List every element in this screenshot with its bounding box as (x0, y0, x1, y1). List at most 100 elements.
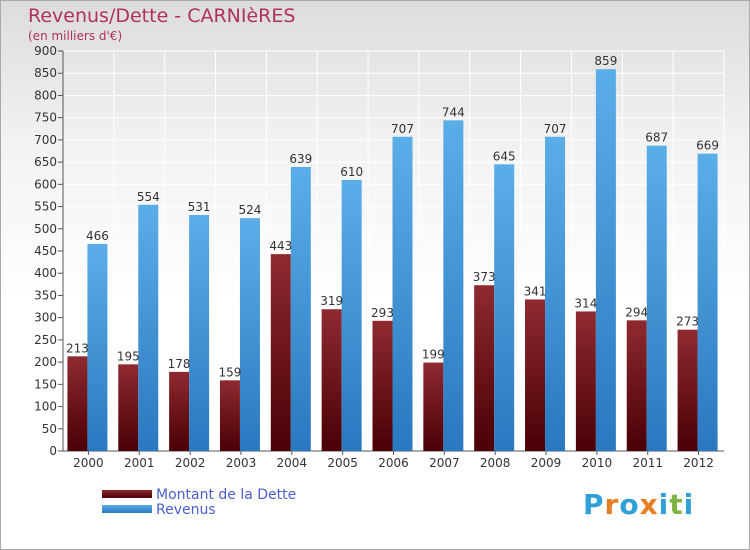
bar-dette (423, 362, 444, 451)
data-label-revenus: 707 (391, 122, 414, 136)
x-tick-label: 2000 (73, 456, 104, 470)
y-tick-label: 600 (34, 177, 57, 191)
bar-dette (575, 311, 596, 451)
y-tick-label: 100 (34, 400, 57, 414)
data-label-dette: 213 (66, 341, 89, 355)
bar-revenus (189, 215, 210, 451)
legend-label-dette: Montant de la Dette (156, 487, 297, 503)
y-tick-label: 900 (34, 44, 57, 58)
y-tick-label: 750 (34, 111, 57, 125)
bar-revenus (341, 179, 362, 451)
bar-revenus (443, 120, 464, 451)
bar-dette (321, 309, 342, 451)
bars (67, 69, 718, 452)
data-label-dette: 178 (168, 357, 191, 371)
bar-revenus (595, 69, 616, 451)
data-label-revenus: 639 (289, 152, 312, 166)
bar-dette (372, 320, 393, 451)
data-label-revenus: 707 (544, 122, 567, 136)
bar-revenus (494, 164, 515, 452)
data-label-revenus: 524 (239, 203, 262, 217)
bar-dette (270, 254, 291, 451)
x-tick-label: 2008 (480, 456, 511, 470)
bar-dette (525, 299, 546, 451)
bar-dette (626, 320, 647, 451)
data-label-revenus: 687 (645, 131, 668, 145)
data-label-dette: 341 (524, 284, 547, 298)
data-label-dette: 199 (422, 348, 445, 362)
data-label-revenus: 744 (442, 105, 465, 119)
legend-swatch-revenus (102, 505, 152, 513)
y-tick-label: 0 (49, 444, 57, 458)
bar-revenus (392, 136, 413, 451)
y-tick-label: 550 (34, 200, 57, 214)
x-tick-label: 2007 (429, 456, 460, 470)
x-tick-label: 2010 (582, 456, 613, 470)
bar-dette (118, 364, 139, 451)
x-tick-label: 2005 (327, 456, 358, 470)
x-tick-label: 2012 (683, 456, 714, 470)
data-label-revenus: 554 (137, 190, 160, 204)
logo-letter: t (669, 488, 684, 521)
logo-letter: o (619, 488, 640, 521)
bar-dette (169, 371, 190, 451)
x-tick-label: 2003 (226, 456, 257, 470)
y-tick-label: 300 (34, 311, 57, 325)
logo-letter: i (658, 488, 670, 521)
bar-revenus (545, 136, 566, 451)
data-label-revenus: 669 (696, 139, 719, 153)
bar-dette (677, 329, 698, 451)
bar-dette (67, 356, 88, 451)
y-tick-label: 700 (34, 133, 57, 147)
data-label-dette: 443 (269, 239, 292, 253)
data-label-revenus: 466 (86, 229, 109, 243)
legend-label-revenus: Revenus (156, 502, 216, 518)
x-tick-label: 2002 (175, 456, 206, 470)
data-label-dette: 293 (371, 306, 394, 320)
x-tick-label: 2011 (632, 456, 663, 470)
data-label-dette: 159 (219, 365, 242, 379)
y-tick-label: 250 (34, 333, 57, 347)
y-tick-label: 800 (34, 88, 57, 102)
y-tick-label: 50 (42, 422, 57, 436)
bar-dette (474, 285, 495, 451)
y-tick-label: 400 (34, 266, 57, 280)
logo-letter: P (583, 488, 605, 521)
x-tick-label: 2006 (378, 456, 409, 470)
y-tick-label: 350 (34, 288, 57, 302)
proxiti-logo: Proxiti (583, 488, 694, 521)
bar-revenus (138, 204, 159, 451)
data-label-revenus: 610 (340, 165, 363, 179)
x-tick-label: 2009 (531, 456, 562, 470)
y-tick-label: 200 (34, 355, 57, 369)
data-label-dette: 294 (625, 305, 648, 319)
bar-revenus (697, 153, 718, 451)
y-tick-label: 150 (34, 377, 57, 391)
logo-letter: i (683, 488, 695, 521)
data-label-dette: 373 (473, 270, 496, 284)
bar-revenus (290, 167, 311, 451)
y-tick-label: 650 (34, 155, 57, 169)
bar-revenus (239, 218, 260, 451)
data-label-revenus: 645 (493, 149, 516, 163)
legend-swatch-dette (102, 490, 152, 498)
chart-subtitle: (en milliers d'€) (28, 29, 123, 43)
data-label-dette: 319 (320, 294, 343, 308)
data-label-dette: 273 (676, 315, 699, 329)
data-label-dette: 314 (574, 296, 597, 310)
y-tick-label: 500 (34, 222, 57, 236)
data-labels: 213 466 195 554 178 531 159 524 443 639 319 610 293 7… (66, 54, 719, 379)
bar-revenus (87, 243, 108, 451)
x-tick-label: 2004 (277, 456, 308, 470)
x-tick-label: 2001 (124, 456, 155, 470)
data-label-dette: 195 (117, 349, 140, 363)
chart-title: Revenus/Dette - CARNIèRES (28, 5, 296, 27)
logo-letter: r (604, 488, 620, 521)
data-label-revenus: 859 (594, 54, 617, 68)
y-tick-label: 450 (34, 244, 57, 258)
bar-dette (219, 380, 240, 451)
data-label-revenus: 531 (188, 200, 211, 214)
y-tick-label: 850 (34, 66, 57, 80)
